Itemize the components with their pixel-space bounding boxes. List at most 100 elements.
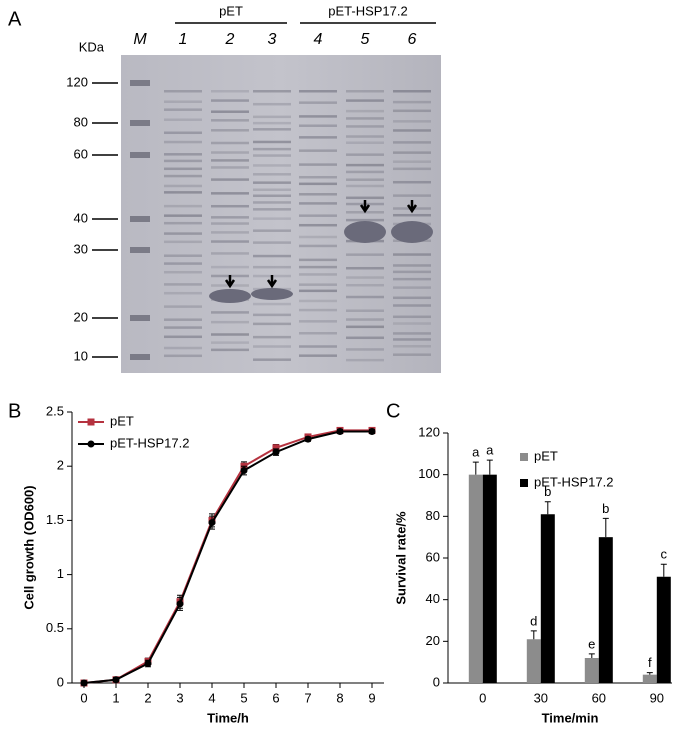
- marker-band: [130, 120, 150, 126]
- protein-band: [164, 318, 202, 321]
- protein-band: [393, 338, 431, 341]
- protein-band: [346, 309, 384, 312]
- protein-band: [346, 348, 384, 351]
- x-tick-label: 0: [80, 690, 87, 705]
- protein-band: [346, 266, 384, 270]
- protein-band: [164, 254, 202, 257]
- protein-band: [253, 102, 291, 106]
- legend-label: pET-HSP17.2: [110, 435, 190, 450]
- marker-label: 80: [74, 114, 88, 129]
- legend-label: pET: [110, 413, 134, 428]
- protein-band: [253, 128, 291, 131]
- protein-band: [253, 265, 291, 269]
- protein-band: [299, 244, 337, 248]
- protein-band: [164, 159, 202, 163]
- x-axis-label: Time/h: [207, 710, 249, 725]
- marker-label: 30: [74, 241, 88, 256]
- protein-band: [346, 196, 384, 200]
- y-tick-label: 0: [57, 674, 64, 689]
- protein-band: [211, 99, 249, 102]
- protein-band: [164, 100, 202, 103]
- marker-band: [130, 216, 150, 222]
- panel-letter: B: [8, 400, 21, 422]
- protein-band: [299, 308, 337, 312]
- x-tick-label: 5: [240, 690, 247, 705]
- protein-band: [211, 222, 249, 225]
- arrow: [266, 275, 278, 289]
- protein-band: [253, 121, 291, 125]
- legend-marker: [87, 440, 95, 448]
- protein-band: [253, 194, 291, 198]
- protein-band: [346, 218, 384, 222]
- x-tick-label: 30: [534, 690, 548, 705]
- protein-band: [211, 178, 249, 181]
- protein-band: [346, 170, 384, 174]
- point: [272, 444, 280, 452]
- marker-label: 60: [74, 146, 88, 161]
- protein-band: [164, 214, 202, 217]
- legend-label: pET: [534, 448, 558, 463]
- protein-band: [393, 286, 431, 289]
- marker-label: 20: [74, 309, 88, 324]
- protein-band: [164, 90, 202, 93]
- protein-band: [211, 348, 249, 352]
- y-tick-label: 40: [426, 591, 440, 606]
- protein-band: [211, 119, 249, 122]
- protein-band: [393, 332, 431, 335]
- protein-band: [211, 265, 249, 269]
- protein-band: [211, 151, 249, 154]
- protein-band: [211, 192, 249, 195]
- lane-label: 5: [361, 31, 370, 48]
- protein-band: [346, 125, 384, 128]
- protein-band: [299, 149, 337, 152]
- protein-band: [299, 235, 337, 239]
- protein-band: [164, 184, 202, 188]
- protein-band: [164, 270, 202, 274]
- protein-band: [346, 117, 384, 120]
- protein-band: [211, 110, 249, 113]
- protein-band: [164, 305, 202, 308]
- bar: [656, 576, 671, 683]
- expressed-band: [209, 289, 251, 303]
- y-tick-label: 20: [426, 633, 440, 648]
- legend-swatch: [520, 453, 528, 461]
- error-bar: [544, 501, 551, 515]
- protein-band: [253, 335, 291, 339]
- x-tick-label: 2: [144, 690, 151, 705]
- point: [80, 679, 88, 687]
- significance-letter: f: [648, 655, 652, 670]
- protein-band: [164, 335, 202, 339]
- y-tick-label: 0: [433, 674, 440, 689]
- protein-band: [253, 208, 291, 211]
- protein-band: [253, 140, 291, 144]
- y-tick-label: 1.5: [46, 512, 64, 527]
- protein-band: [253, 241, 291, 244]
- x-tick-label: 9: [368, 690, 375, 705]
- point: [368, 428, 376, 436]
- y-axis-label: Cell growth (OD600): [21, 485, 36, 609]
- x-tick-label: 6: [272, 690, 279, 705]
- protein-band: [393, 353, 431, 356]
- panel-letter: C: [386, 400, 400, 422]
- point: [112, 676, 120, 684]
- protein-band: [393, 213, 431, 217]
- protein-band: [211, 240, 249, 243]
- x-tick-label: 7: [304, 690, 311, 705]
- point: [176, 600, 184, 608]
- protein-band: [346, 295, 384, 299]
- significance-letter: b: [544, 484, 551, 499]
- significance-letter: e: [588, 636, 595, 651]
- series-line: [83, 429, 372, 684]
- protein-band: [164, 326, 202, 329]
- protein-band: [211, 252, 249, 255]
- protein-band: [393, 304, 431, 307]
- protein-band: [253, 322, 291, 326]
- protein-band: [393, 194, 431, 197]
- protein-band: [299, 332, 337, 335]
- gel-image: [121, 55, 441, 373]
- group-label: pET-HSP17.2: [328, 3, 408, 18]
- protein-band: [299, 258, 337, 262]
- protein-band: [393, 315, 431, 319]
- lane-label: M: [133, 31, 147, 48]
- protein-band: [299, 289, 337, 293]
